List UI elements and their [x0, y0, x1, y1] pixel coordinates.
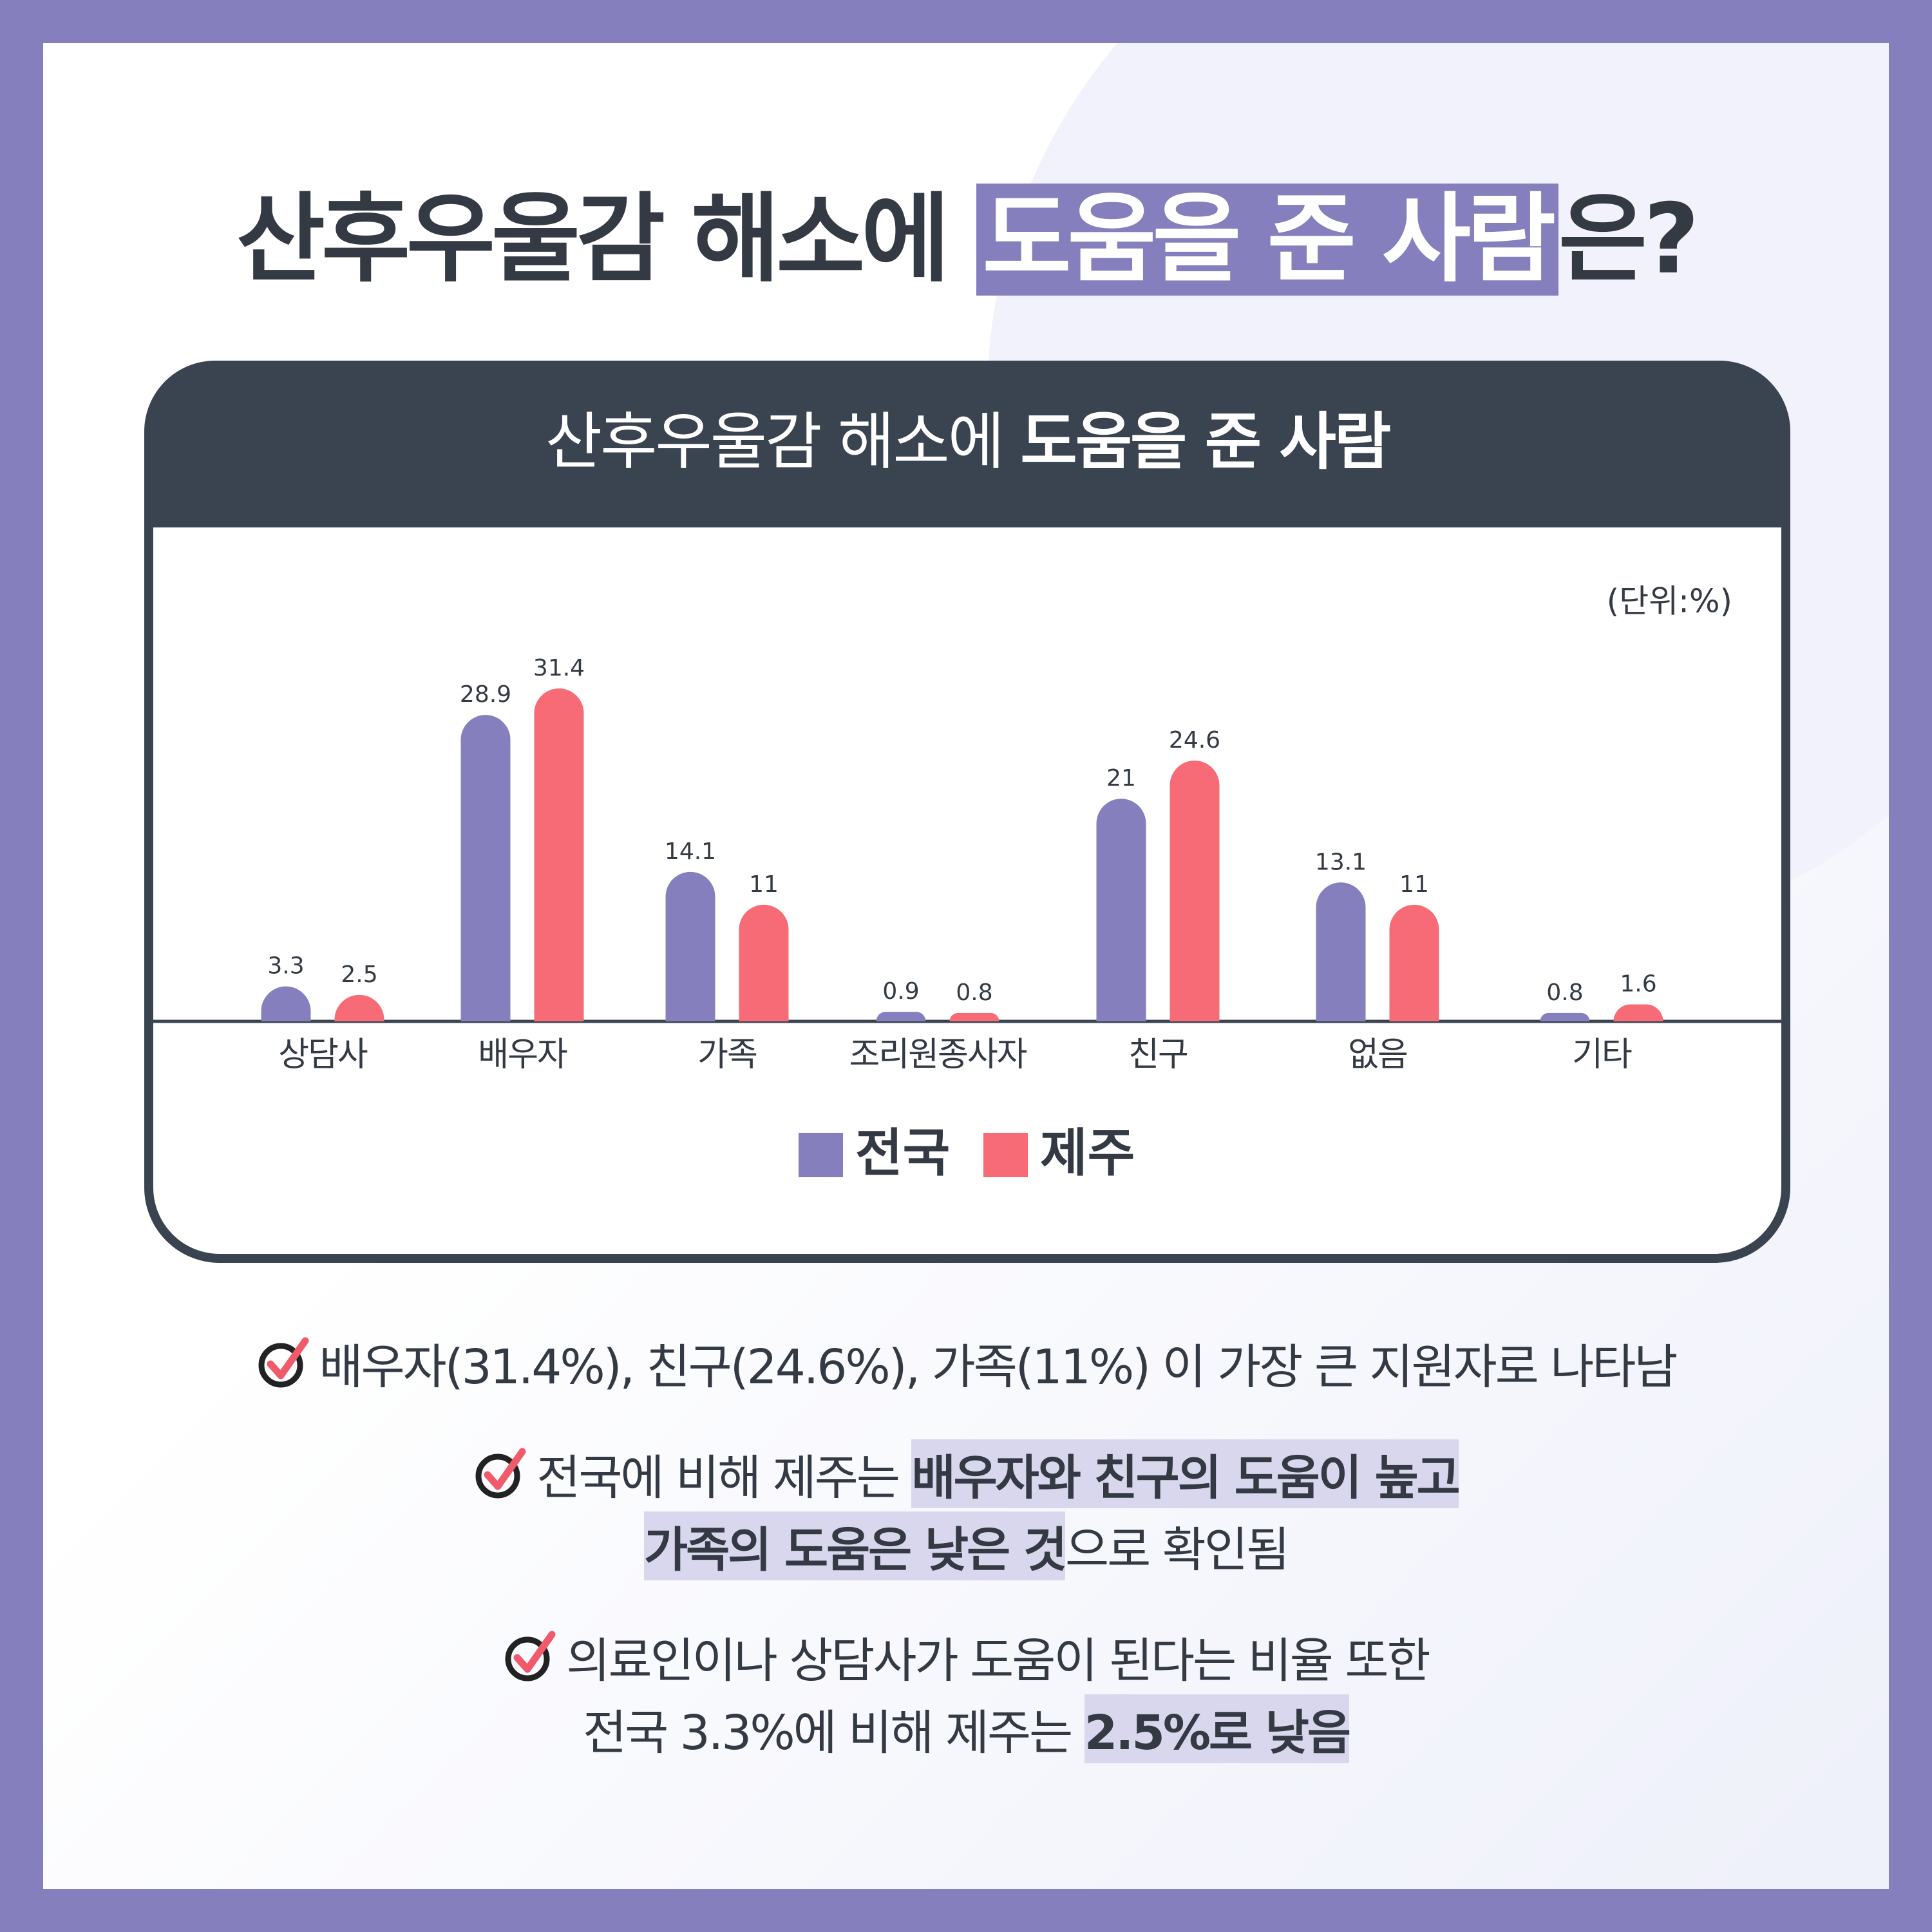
note-line: 전국에 비해 제주는 배우자와 친구의 도움이 높고: [0, 1437, 1932, 1510]
value-label: 0.8: [956, 980, 992, 1006]
value-label: 14.1: [665, 838, 716, 865]
value-label: 1.6: [1620, 971, 1656, 998]
bar: [1096, 799, 1146, 1021]
bar: [1170, 760, 1220, 1021]
bar: [949, 1012, 999, 1021]
bar: [460, 715, 511, 1021]
bar: [876, 1012, 926, 1021]
legend-label: 제주: [1040, 1123, 1135, 1183]
legend-swatch: [983, 1133, 1028, 1177]
chart-title-part: 산후우울감 해소에: [545, 406, 1003, 478]
bar: [534, 688, 584, 1021]
note-text: 으로 확인됨: [1065, 1522, 1290, 1578]
bar: [1613, 1004, 1663, 1021]
note-highlight: 배우자와 친구의 도움이 높고: [911, 1439, 1461, 1508]
value-label: 28.9: [460, 681, 511, 708]
bar: [739, 904, 789, 1021]
value-label: 21: [1106, 765, 1136, 791]
title-highlight: 도움을 준 사람: [976, 184, 1558, 296]
bar: [1316, 882, 1366, 1021]
chart-header: [144, 361, 1790, 527]
note-line: 가족의 도움은 낮은 것 으로 확인됨: [0, 1510, 1932, 1582]
chart-title-part: 도움을 준 사람: [1020, 406, 1390, 478]
note-line: 배우자(31.4%), 친구(24.6%), 가족(11%) 이 가장 큰 지원…: [0, 1327, 1932, 1399]
x-tick-label: 친구: [1128, 1036, 1188, 1074]
check-icon: [258, 1337, 308, 1388]
notes: 배우자(31.4%), 친구(24.6%), 가족(11%) 이 가장 큰 지원…: [0, 1327, 1932, 1803]
x-tick-label: 없음: [1348, 1036, 1407, 1074]
bar: [261, 986, 311, 1021]
bar: [334, 994, 384, 1021]
x-tick-label: 가족: [697, 1036, 757, 1074]
value-label: 24.6: [1169, 727, 1220, 753]
note: 의료인이나 상담사가 도움이 된다는 비율 또한 전국 3.3%에 비해 제주는 …: [0, 1620, 1932, 1765]
note: 전국에 비해 제주는 배우자와 친구의 도움이 높고 가족의 도움은 낮은 것 으로…: [0, 1437, 1932, 1582]
note: 배우자(31.4%), 친구(24.6%), 가족(11%) 이 가장 큰 지원…: [0, 1327, 1932, 1399]
bar: [665, 871, 715, 1021]
check-icon: [505, 1631, 556, 1681]
check-icon: [475, 1448, 526, 1499]
bar: [1389, 904, 1439, 1021]
note-line: 의료인이나 상담사가 도움이 된다는 비율 또한: [0, 1620, 1932, 1692]
x-tick-label: 배우자: [478, 1036, 567, 1074]
legend-label: 전국: [855, 1123, 950, 1183]
note-highlight: 가족의 도움은 낮은 것: [644, 1511, 1067, 1580]
bar: [1540, 1012, 1590, 1021]
x-tick-label: 기타: [1572, 1036, 1632, 1074]
x-tick-label: 조리원종사자: [849, 1036, 1027, 1074]
value-label: 13.1: [1315, 849, 1367, 875]
chart-title: 산후우울감 해소에 도움을 준 사람: [545, 406, 1390, 478]
note-text: 전국에 비해 제주는: [536, 1450, 912, 1506]
note-text: 배우자(31.4%), 친구(24.6%), 가족(11%) 이 가장 큰 지원…: [319, 1339, 1678, 1395]
value-label: 2.5: [341, 961, 377, 988]
note-text: 의료인이나 상담사가 도움이 된다는 비율 또한: [566, 1633, 1430, 1689]
value-label: 11: [1399, 871, 1429, 898]
value-label: 0.8: [1546, 980, 1583, 1006]
note-line: 전국 3.3%에 비해 제주는 2.5%로 낮음: [0, 1692, 1932, 1765]
title-part: 산후우울감 해소에: [236, 184, 950, 296]
value-label: 3.3: [267, 953, 304, 980]
unit-label: (단위:%): [1607, 583, 1732, 620]
value-label: 11: [749, 871, 779, 898]
value-label: 0.9: [882, 978, 919, 1005]
x-tick-label: 상담사: [278, 1036, 368, 1074]
title: 산후우울감 해소에 도움을 준 사람은?: [0, 161, 1932, 301]
legend-swatch: [799, 1133, 843, 1177]
note-text: 전국 3.3%에 비해 제주는: [583, 1705, 1084, 1761]
title-part: 은?: [1558, 184, 1700, 296]
value-label: 31.4: [533, 655, 585, 681]
note-highlight: 2.5%로 낮음: [1084, 1694, 1351, 1763]
